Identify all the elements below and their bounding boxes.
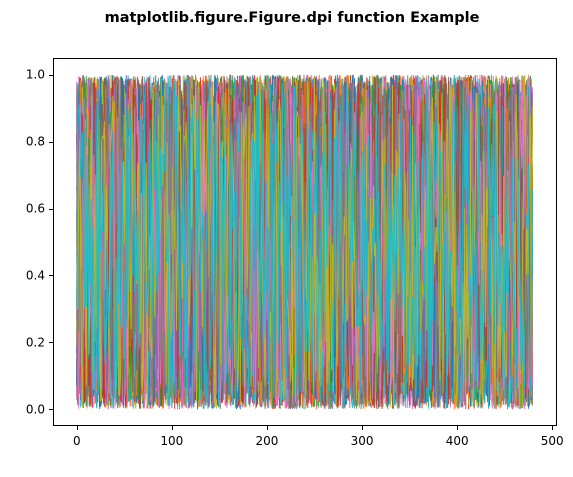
x-tick-label: 0 [73,434,81,448]
x-tick-label: 200 [256,434,279,448]
y-ticks: 0.0 0.2 0.4 0.6 0.8 1.0 [26,68,53,416]
x-tick-label: 100 [160,434,183,448]
x-tick-label: 400 [446,434,469,448]
x-tick-label: 300 [351,434,374,448]
series-line [76,74,533,409]
y-axis: 0.0 0.2 0.4 0.6 0.8 1.0 [26,68,53,416]
y-tick-label: 0.6 [26,202,45,216]
y-tick-label: 0.0 [26,402,45,416]
y-tick-label: 0.4 [26,268,45,282]
series-layer [76,74,533,410]
x-tick-label: 500 [541,434,564,448]
axes-frame [53,58,557,426]
series-line [76,76,533,409]
y-tick-label: 1.0 [26,68,45,82]
y-tick-label: 0.2 [26,335,45,349]
chart-title: matplotlib.figure.Figure.dpi function Ex… [105,10,480,26]
plot-area [53,58,557,426]
y-tick-label: 0.8 [26,135,45,149]
x-ticks: 0 100 200 300 400 500 [73,426,564,448]
x-axis: 0 100 200 300 400 500 [73,426,564,448]
